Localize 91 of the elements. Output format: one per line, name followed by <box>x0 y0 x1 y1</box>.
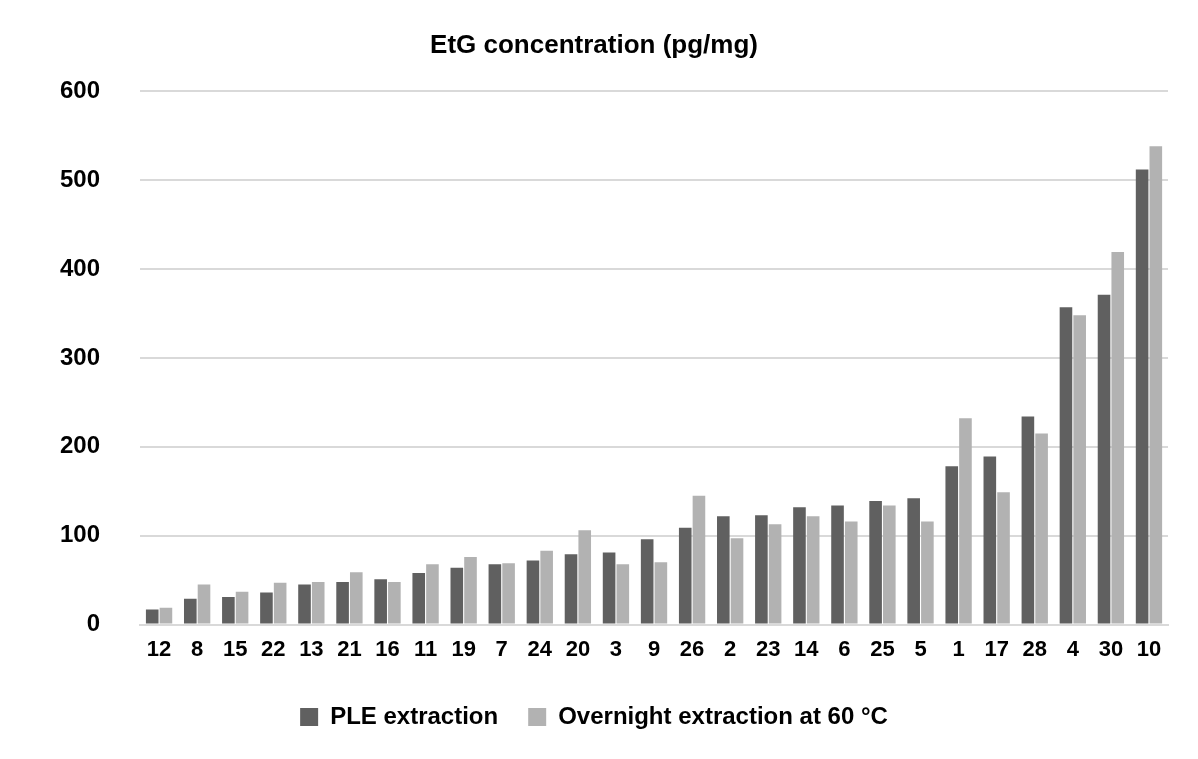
bar <box>1073 315 1086 624</box>
bar <box>793 507 806 624</box>
bar <box>806 516 820 624</box>
y-tick-label: 100 <box>60 520 101 548</box>
bar <box>678 527 692 624</box>
bar <box>540 550 553 624</box>
bar <box>222 597 235 624</box>
legend-label: Overnight extraction at 60 °C <box>558 701 888 729</box>
x-tick-label: 24 <box>527 635 553 661</box>
bar <box>983 456 997 624</box>
bar <box>273 582 287 624</box>
bar <box>1035 433 1048 624</box>
bar <box>374 579 387 624</box>
bar <box>654 562 668 624</box>
x-tick-label: 21 <box>337 635 362 661</box>
bar <box>298 584 311 624</box>
bar <box>235 591 249 624</box>
bar <box>159 607 173 624</box>
y-tick-label: 200 <box>60 431 101 459</box>
bar <box>464 557 477 624</box>
x-tick-label: 11 <box>413 635 438 661</box>
y-tick-label: 600 <box>60 75 101 103</box>
bar <box>945 466 959 624</box>
x-tick-label: 28 <box>1022 635 1047 661</box>
bar <box>1149 146 1163 624</box>
x-tick-label: 10 <box>1136 635 1162 661</box>
x-tick-label: 8 <box>191 635 204 661</box>
bar <box>768 524 782 624</box>
bar <box>349 572 363 624</box>
bar <box>755 515 768 624</box>
bar <box>921 521 934 624</box>
y-tick-label: 300 <box>60 342 101 370</box>
bar <box>145 609 159 624</box>
bar <box>578 530 592 624</box>
x-tick-label: 26 <box>679 635 705 661</box>
y-tick-label: 400 <box>60 253 101 281</box>
x-tick-label: 12 <box>146 635 172 661</box>
x-tick-label: 14 <box>794 635 820 661</box>
x-tick-label: 13 <box>299 635 324 661</box>
bar <box>311 581 325 624</box>
bar <box>336 581 349 624</box>
bar <box>640 539 654 624</box>
x-tick-label: 6 <box>838 635 851 661</box>
bar <box>488 564 502 624</box>
bar <box>1021 416 1035 624</box>
bar <box>526 560 540 624</box>
x-tick-label: 20 <box>565 635 591 661</box>
bar <box>450 567 464 624</box>
bar <box>907 498 920 624</box>
x-tick-label: 22 <box>261 635 286 661</box>
bar <box>1135 169 1149 624</box>
x-tick-label: 17 <box>984 635 1009 661</box>
x-tick-label: 30 <box>1098 635 1124 661</box>
chart-title: EtG concentration (pg/mg) <box>430 28 758 59</box>
bar <box>1111 252 1125 624</box>
x-tick-label: 5 <box>914 635 927 661</box>
x-tick-label: 19 <box>451 635 476 661</box>
bar <box>730 538 744 624</box>
x-tick-label: 2 <box>724 635 737 661</box>
bar <box>831 505 844 624</box>
x-tick-label: 25 <box>870 635 895 661</box>
x-tick-label: 16 <box>375 635 400 661</box>
x-tick-label: 3 <box>609 635 623 661</box>
x-tick-label: 15 <box>222 635 248 661</box>
bar <box>412 573 426 624</box>
bar <box>1059 307 1073 624</box>
bar <box>959 418 972 624</box>
x-tick-label: 4 <box>1066 635 1080 661</box>
bar <box>426 564 439 624</box>
y-tick-label: 500 <box>60 164 101 192</box>
bar <box>616 564 630 624</box>
x-tick-label: 1 <box>952 635 965 661</box>
bar <box>602 552 616 624</box>
bar <box>197 584 211 624</box>
bar <box>692 495 706 624</box>
bar <box>844 521 858 624</box>
x-tick-label: 7 <box>495 635 508 661</box>
bar <box>564 554 578 624</box>
bar <box>183 598 197 624</box>
y-tick-label: 0 <box>86 609 101 637</box>
x-tick-label: 23 <box>756 635 781 661</box>
bar <box>997 492 1010 624</box>
bar <box>388 581 401 624</box>
x-tick-label: 9 <box>647 635 661 661</box>
bar <box>869 501 882 624</box>
legend-label: PLE extraction <box>330 701 499 729</box>
bar <box>260 592 273 624</box>
bar <box>502 563 515 624</box>
bar <box>883 505 896 624</box>
bar <box>1097 294 1111 624</box>
bar <box>717 516 730 624</box>
